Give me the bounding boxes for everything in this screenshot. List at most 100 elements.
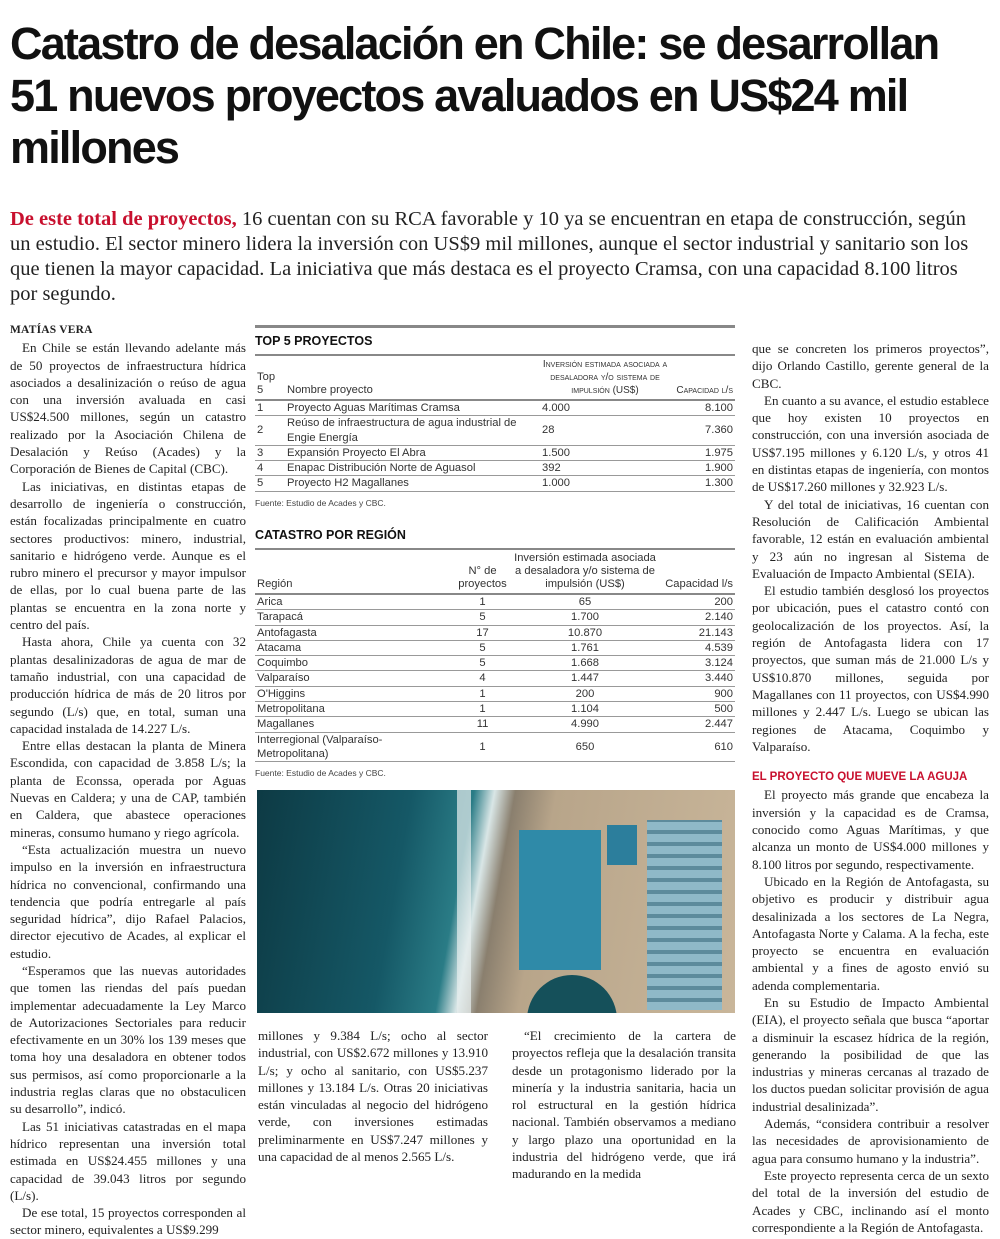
table-row: Valparaíso 4 1.447 3.440 [255,670,735,687]
table-cell: 1.500 [540,445,670,462]
table-row: Coquimbo 5 1.668 3.124 [255,655,735,672]
table-cell: 1.300 [670,475,735,492]
table-cell: 1.900 [670,460,735,477]
table-cell: 28 [540,415,670,446]
table-cell: 11 [455,716,510,733]
th-capacity: Capacidad l/s [670,356,735,401]
table-cell: 2.447 [660,716,735,733]
column-3: que se concreten los primeros proyectos”… [752,340,989,1236]
top5-table: TOP 5 PROYECTOS Top 5 Nombre proyecto In… [255,325,735,508]
table-row: Magallanes 11 4.990 2.447 [255,716,735,733]
table-row: 4 Enapac Distribución Norte de Aguasol 392… [255,460,735,477]
table-cell: Metropolitana [255,701,455,718]
top5-title: TOP 5 PROYECTOS [255,325,735,356]
table-cell: Interregional (Valparaíso- Metropolitana… [255,732,455,763]
byline: MATÍAS VERA [10,324,93,336]
table-row: 5 Proyecto H2 Magallanes 1.000 1.300 [255,475,735,492]
table-cell: 1 [255,400,285,417]
table-cell: 900 [660,686,735,703]
table-cell: Atacama [255,640,455,657]
paragraph: “El crecimiento de la cartera de proyect… [512,1028,736,1182]
table-cell: Enapac Distribución Norte de Aguasol [285,460,540,477]
table-row: 2 Reúso de infraestructura de agua indust… [255,415,735,446]
paragraph: El proyecto más grande que encabeza la i… [752,787,989,872]
table-cell: Coquimbo [255,655,455,672]
table-cell: 5 [455,655,510,672]
th-capacity: Capacidad l/s [660,550,735,595]
th-count: N° de proyectos [455,550,510,595]
paragraph: Y del total de iniciativas, 16 cuentan c… [752,496,989,581]
table-row: Atacama 5 1.761 4.539 [255,640,735,657]
table-cell: 4.000 [540,400,670,417]
table-cell: Valparaíso [255,670,455,687]
paragraph: En cuanto a su avance, el estudio establ… [752,392,989,495]
table-cell: Antofagasta [255,625,455,641]
table-cell: 8.100 [670,400,735,417]
table-cell: 650 [510,732,660,763]
table-cell: 2.140 [660,609,735,626]
paragraph: El estudio también desglosó los proyecto… [752,583,989,754]
table-row: Metropolitana 1 1.104 500 [255,701,735,718]
table-cell: 4.539 [660,640,735,657]
table-cell: Tarapacá [255,609,455,626]
th-investment: Inversión estimada asociada a desaladora… [540,356,670,401]
table-cell: 2 [255,415,285,446]
table-cell: Proyecto H2 Magallanes [285,475,540,492]
paragraph: “Esta actualización muestra un nuevo imp… [10,841,246,961]
table-cell: 200 [510,686,660,703]
th-name: Nombre proyecto [285,356,540,401]
paragraph: De ese total, 15 proyectos corresponden … [10,1205,246,1238]
paragraph: millones y 9.384 L/s; ocho al sector ind… [258,1028,488,1165]
table-row: Interregional (Valparaíso- Metropolitana… [255,732,735,763]
table-cell: 7.360 [670,415,735,446]
table-cell: Magallanes [255,716,455,733]
table-cell: 4 [455,670,510,687]
table-cell: 1.668 [510,655,660,672]
table-cell: 392 [540,460,670,477]
top5-source: Fuente: Estudio de Acades y CBC. [255,497,386,508]
table-cell: 21.143 [660,625,735,641]
paragraph: Las iniciativas, en distintas etapas de … [10,478,246,633]
table-cell: 5 [455,609,510,626]
table-cell: 65 [510,594,660,611]
table-row: Antofagasta 17 10.870 21.143 [255,625,735,641]
paragraph: que se concreten los primeros proyectos”… [752,341,989,391]
table-cell: 1.104 [510,701,660,718]
th-region: Región [255,550,455,595]
table-cell: 1 [455,701,510,718]
table-cell: 1.761 [510,640,660,657]
paragraph: Las 51 iniciativas catastradas en el map… [10,1118,246,1203]
table-row: 3 Expansión Proyecto El Abra 1.500 1.975 [255,445,735,462]
table-row: O'Higgins 1 200 900 [255,686,735,703]
lead-kicker: De este total de proyectos, [10,208,237,230]
region-source: Fuente: Estudio de Acades y CBC. [255,768,386,779]
paragraph: Ubicado en la Región de Antofagasta, su … [752,873,989,993]
paragraph: “Esperamos que las nuevas autoridades qu… [10,962,246,1117]
lead-text: 16 cuentan con su RCA favorable y 10 ya … [10,208,969,305]
table-cell: 3.440 [660,670,735,687]
headline: Catastro de desalación en Chile: se desa… [10,18,940,173]
table-cell: 1 [455,686,510,703]
table-cell: 17 [455,625,510,641]
table-cell: 4 [255,460,285,477]
th-top5: Top 5 [255,356,285,401]
table-cell: 1 [455,732,510,763]
table-cell: 5 [455,640,510,657]
table-cell: 200 [660,594,735,611]
table-cell: Expansión Proyecto El Abra [285,445,540,462]
table-cell: 1.447 [510,670,660,687]
lead-paragraph: De este total de proyectos, 16 cuentan c… [10,207,990,307]
subheading: EL PROYECTO QUE MUEVE LA AGUJA [752,771,968,784]
th-investment: Inversión estimada asociada a desaladora… [510,550,660,595]
table-cell: 1.000 [540,475,670,492]
paragraph: Hasta ahora, Chile ya cuenta con 32 plan… [10,634,246,736]
column-1: MATÍAS VERA En Chile se están llevando a… [10,322,246,1239]
table-row: 1 Proyecto Aguas Marítimas Cramsa 4.000 8.1… [255,400,735,417]
table-row: Arica 1 65 200 [255,594,735,611]
table-cell: O'Higgins [255,686,455,703]
paragraph: Además, “considera contribuir a resolver… [752,1116,989,1166]
table-cell: 610 [660,732,735,763]
table-cell: Arica [255,594,455,611]
table-cell: 3.124 [660,655,735,672]
desalination-plant-aerial-photo [257,790,735,1013]
